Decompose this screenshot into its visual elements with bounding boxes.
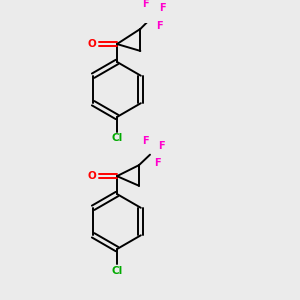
Text: F: F — [158, 140, 164, 151]
Text: F: F — [142, 136, 148, 146]
Text: F: F — [159, 3, 166, 13]
Text: O: O — [87, 39, 96, 49]
Text: O: O — [87, 171, 96, 181]
Text: F: F — [154, 158, 161, 168]
Text: Cl: Cl — [111, 134, 123, 143]
Text: F: F — [156, 21, 163, 31]
Text: F: F — [142, 0, 149, 9]
Text: Cl: Cl — [111, 266, 123, 276]
